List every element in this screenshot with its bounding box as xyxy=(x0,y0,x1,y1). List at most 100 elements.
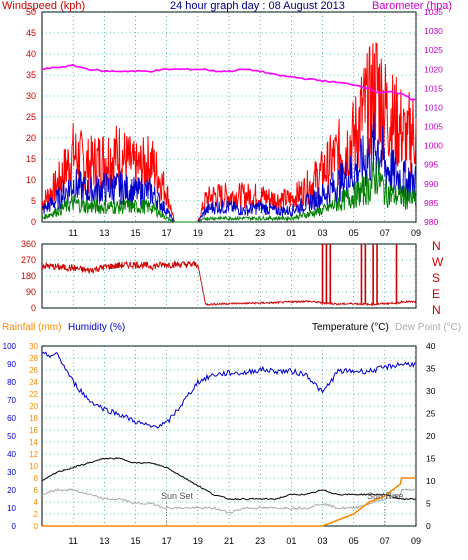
time-tick-label: 13 xyxy=(99,228,109,238)
dir-tick-label: 0 xyxy=(31,303,36,313)
rain-tick-label: 30 xyxy=(29,342,38,351)
baro-tick-label: 1030 xyxy=(424,26,443,36)
humidity-tick-label: 50 xyxy=(7,432,16,441)
humidity-tick-label: 60 xyxy=(7,414,16,423)
temp-tick-label: 10 xyxy=(426,476,436,486)
compass-letter: N xyxy=(432,239,441,253)
time-tick-label: 21 xyxy=(224,228,234,238)
time-tick-label: 11 xyxy=(68,536,77,546)
time-tick-label: 03 xyxy=(317,536,327,546)
humidity-tick-label: 80 xyxy=(7,378,16,387)
time-tick-label: 23 xyxy=(255,536,265,546)
time-tick-label: 15 xyxy=(130,536,140,546)
rain-tick-label: 8 xyxy=(34,474,39,483)
humidity-label: Humidity (%) xyxy=(68,322,125,333)
compass-letter: W xyxy=(432,255,444,269)
time-tick-label: 03 xyxy=(317,228,327,238)
direction-line xyxy=(41,260,417,307)
humidity-tick-label: 0 xyxy=(12,522,17,531)
temp-tick-label: 0 xyxy=(426,521,431,531)
rain-tick-label: 24 xyxy=(29,378,38,387)
wind-tick-label: 50 xyxy=(26,7,36,17)
compass-letter: N xyxy=(432,303,441,317)
wind-average-line xyxy=(41,113,417,223)
time-tick-label: 19 xyxy=(193,536,203,546)
temperature-line xyxy=(41,457,416,501)
wind-tick-label: 20 xyxy=(26,133,36,143)
temp-panel xyxy=(41,345,417,527)
time-tick-label: 17 xyxy=(162,536,172,546)
sunrise-annotation: Sun Rise xyxy=(367,491,404,501)
temp-tick-label: 40 xyxy=(426,341,436,351)
baro-tick-label: 1020 xyxy=(424,64,443,74)
compass-letter: E xyxy=(432,287,440,301)
wind-tick-label: 30 xyxy=(26,91,36,101)
temp-tick-label: 15 xyxy=(426,454,436,464)
rain-tick-label: 22 xyxy=(29,390,38,399)
wind-tick-label: 15 xyxy=(26,154,36,164)
wind-gust-line xyxy=(41,42,417,223)
barometer-label: Barometer (hpa) xyxy=(372,0,452,12)
rain-tick-label: 0 xyxy=(34,522,39,531)
wind-tick-label: 35 xyxy=(26,70,36,80)
dir-tick-label: 180 xyxy=(21,271,36,281)
temp-tick-label: 25 xyxy=(426,409,436,419)
wind-tick-label: 10 xyxy=(26,175,36,185)
rain-tick-label: 10 xyxy=(29,462,38,471)
temp-tick-label: 35 xyxy=(426,364,436,374)
barometer-line xyxy=(42,63,417,101)
wind-tick-label: 25 xyxy=(26,112,36,122)
rain-tick-label: 26 xyxy=(29,366,38,375)
humidity-tick-label: 30 xyxy=(7,468,16,477)
baro-tick-label: 990 xyxy=(424,179,438,189)
time-tick-label: 01 xyxy=(286,228,296,238)
chart-title: 24 hour graph day : 08 August 2013 xyxy=(170,0,345,12)
temperature-label: Temperature (°C) xyxy=(312,322,389,333)
time-tick-label: 23 xyxy=(255,228,265,238)
rainfall-label: Rainfall (mm) xyxy=(2,322,61,333)
baro-tick-label: 1025 xyxy=(424,45,443,55)
time-tick-label: 19 xyxy=(193,228,203,238)
time-tick-label: 09 xyxy=(411,228,421,238)
time-tick-label: 07 xyxy=(380,536,390,546)
rain-tick-label: 2 xyxy=(34,510,39,519)
temp-tick-label: 5 xyxy=(426,499,431,509)
axis-labels: 1111131315151717191921212323010103030505… xyxy=(3,7,444,546)
rain-tick-label: 14 xyxy=(29,438,38,447)
dir-tick-label: 90 xyxy=(26,287,36,297)
dir-tick-label: 270 xyxy=(21,255,36,265)
series-layer xyxy=(41,42,417,527)
temp-tick-label: 30 xyxy=(426,386,436,396)
rain-tick-label: 20 xyxy=(29,402,38,411)
rain-tick-label: 28 xyxy=(29,354,38,363)
rain-tick-label: 4 xyxy=(34,498,39,507)
baro-tick-label: 980 xyxy=(424,217,438,227)
rain-tick-label: 18 xyxy=(29,414,38,423)
humidity-tick-label: 10 xyxy=(7,504,16,513)
baro-tick-label: 1015 xyxy=(424,83,443,93)
time-tick-label: 11 xyxy=(68,228,77,238)
humidity-tick-label: 70 xyxy=(7,396,16,405)
humidity-tick-label: 40 xyxy=(7,450,16,459)
time-tick-label: 05 xyxy=(349,228,359,238)
humidity-tick-label: 100 xyxy=(3,342,17,351)
dewpoint-line xyxy=(41,488,417,514)
time-tick-label: 01 xyxy=(286,536,296,546)
wind-tick-label: 0 xyxy=(31,217,36,227)
humidity-tick-label: 20 xyxy=(7,486,16,495)
time-tick-label: 09 xyxy=(411,536,421,546)
windspeed-label: Windspeed (kph) xyxy=(2,0,85,12)
time-tick-label: 17 xyxy=(162,228,172,238)
humidity-line xyxy=(41,351,417,429)
baro-tick-label: 1005 xyxy=(424,122,443,132)
rain-tick-label: 16 xyxy=(29,426,38,435)
dewpoint-label: Dew Point (°C) xyxy=(395,322,461,333)
rainfall-line xyxy=(42,477,416,527)
time-tick-label: 15 xyxy=(130,228,140,238)
wind-tick-label: 40 xyxy=(26,49,36,59)
dir-tick-label: 360 xyxy=(21,239,36,249)
baro-tick-label: 1010 xyxy=(424,102,443,112)
baro-tick-label: 1000 xyxy=(424,141,443,151)
